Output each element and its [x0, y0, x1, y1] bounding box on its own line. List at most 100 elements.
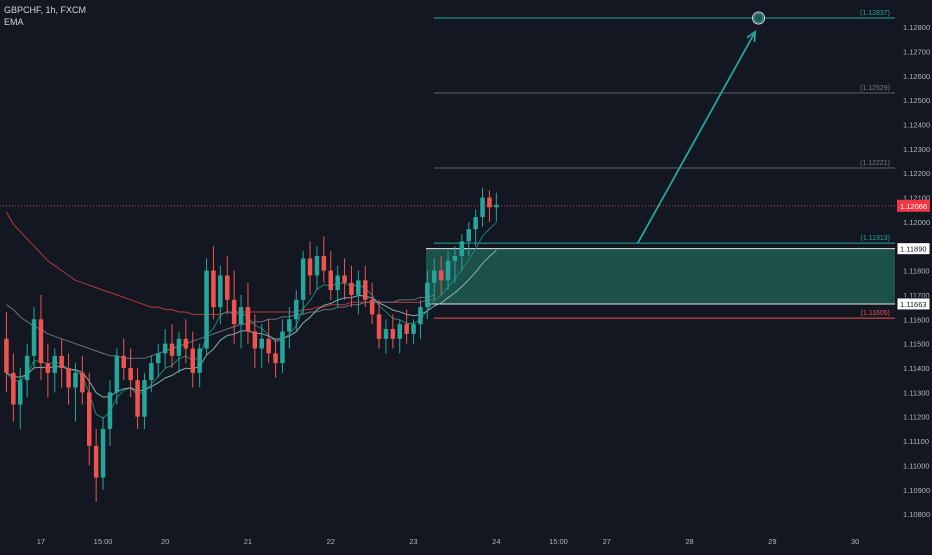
candle-body-53[interactable] [369, 299, 375, 315]
candle-body-4[interactable] [31, 319, 37, 356]
candle-body-48[interactable] [335, 275, 340, 291]
candle-body-2[interactable] [18, 380, 23, 405]
price-tick-3: 1.12500 [903, 96, 930, 105]
candle-body-46[interactable] [321, 255, 327, 271]
candle-body-29[interactable] [204, 270, 209, 349]
candle-body-59[interactable] [411, 324, 416, 334]
candle-body-66[interactable] [459, 241, 465, 256]
candle-body-49[interactable] [342, 275, 347, 283]
candle-body-62[interactable] [432, 270, 437, 283]
price-tick-15: 1.11200 [903, 413, 930, 422]
candle-body-25[interactable] [176, 338, 182, 356]
candle-body-43[interactable] [300, 258, 306, 300]
time-axis[interactable] [0, 530, 932, 550]
candle-body-37[interactable] [259, 338, 265, 349]
candle-body-42[interactable] [294, 299, 299, 320]
candle-body-41[interactable] [287, 319, 292, 332]
candle-body-69[interactable] [480, 197, 485, 218]
target-arrow[interactable] [637, 31, 756, 244]
candle-body-56[interactable] [390, 329, 396, 339]
candle-body-11[interactable] [80, 372, 85, 393]
candle-body-6[interactable] [45, 363, 51, 373]
candle-body-45[interactable] [314, 255, 320, 276]
candle-body-34[interactable] [238, 307, 244, 325]
candle-body-0[interactable] [4, 338, 9, 373]
candle-body-17[interactable] [121, 355, 127, 369]
last-price-tag: 1.12066 [900, 202, 927, 211]
candle-body-3[interactable] [24, 355, 30, 381]
candle-body-24[interactable] [169, 343, 175, 356]
zone-bottom-tag: 1.11663 [900, 300, 927, 309]
candle-body-27[interactable] [190, 348, 196, 373]
fast-ema-line-1[interactable] [6, 249, 497, 398]
candle-body-57[interactable] [397, 324, 403, 339]
candle-body-23[interactable] [162, 343, 168, 354]
price-tick-19: 1.10800 [903, 510, 930, 519]
candle-body-15[interactable] [107, 392, 113, 429]
ema-line-1[interactable] [6, 294, 435, 359]
candle-body-35[interactable] [245, 307, 251, 332]
candle-body-13[interactable] [93, 445, 99, 478]
time-tick-5: 23 [409, 537, 417, 546]
entry-zone[interactable] [426, 248, 895, 304]
price-tick-4: 1.12400 [903, 120, 930, 129]
candle-body-65[interactable] [452, 255, 458, 261]
fast-ema-line-0[interactable] [6, 222, 497, 419]
time-tick-1: 15:00 [94, 537, 113, 546]
level-label-3: (1.11913) [861, 235, 890, 242]
candle-body-61[interactable] [425, 282, 430, 308]
candle-body-51[interactable] [356, 280, 361, 295]
candle-body-30[interactable] [211, 270, 216, 308]
candle-body-38[interactable] [266, 338, 271, 354]
candle-body-9[interactable] [66, 368, 71, 388]
target-arrow-head [746, 30, 757, 42]
candle-body-50[interactable] [349, 282, 354, 295]
candle-body-32[interactable] [225, 275, 230, 300]
candle-body-71[interactable] [494, 204, 499, 208]
candle-body-55[interactable] [383, 329, 389, 339]
candle-body-21[interactable] [149, 363, 154, 381]
price-axis[interactable] [895, 0, 932, 550]
candle-body-58[interactable] [404, 324, 409, 334]
candle-body-16[interactable] [114, 355, 120, 393]
candle-body-39[interactable] [273, 353, 278, 364]
candle-body-1[interactable] [11, 372, 16, 405]
symbol-label[interactable]: GBPCHF, 1h, FXCM [4, 5, 87, 15]
candle-body-28[interactable] [197, 348, 202, 373]
candle-body-20[interactable] [142, 380, 147, 417]
candle-body-10[interactable] [73, 372, 78, 388]
candle-body-14[interactable] [100, 428, 106, 478]
candle-body-40[interactable] [280, 331, 285, 364]
time-tick-10: 29 [768, 537, 776, 546]
candle-body-31[interactable] [218, 275, 223, 308]
candle-body-44[interactable] [307, 258, 313, 276]
candle-body-18[interactable] [128, 368, 133, 381]
candle-body-36[interactable] [252, 331, 258, 349]
candle-body-26[interactable] [183, 338, 189, 349]
candle-body-5[interactable] [38, 319, 44, 364]
candle-body-33[interactable] [231, 299, 237, 325]
price-tick-16: 1.11100 [903, 437, 929, 446]
indicator-label[interactable]: EMA [4, 17, 24, 27]
candle-body-12[interactable] [87, 392, 92, 446]
candle-body-52[interactable] [363, 280, 368, 300]
target-marker-outer[interactable] [752, 11, 766, 25]
candle-body-64[interactable] [445, 260, 451, 281]
candle-body-54[interactable] [376, 314, 382, 339]
candle-body-67[interactable] [466, 229, 472, 242]
time-tick-8: 27 [603, 537, 611, 546]
candle-body-70[interactable] [487, 197, 492, 208]
price-tick-11: 1.11600 [903, 315, 930, 324]
level-label-2: (1.12221) [860, 160, 890, 167]
zone-top-tag: 1.11890 [900, 245, 927, 254]
candle-body-19[interactable] [135, 380, 140, 417]
candle-body-7[interactable] [52, 355, 58, 373]
candle-body-22[interactable] [156, 353, 161, 364]
candle-body-8[interactable] [59, 355, 64, 369]
candle-body-60[interactable] [418, 307, 423, 325]
candle-body-63[interactable] [438, 270, 444, 281]
candle-body-47[interactable] [328, 270, 334, 291]
candle-body-68[interactable] [473, 217, 478, 230]
